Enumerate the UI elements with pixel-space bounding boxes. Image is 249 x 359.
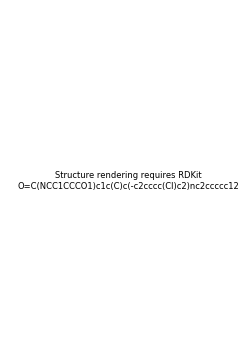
Text: Structure rendering requires RDKit
O=C(NCC1CCCO1)c1c(C)c(-c2cccc(Cl)c2)nc2ccccc1: Structure rendering requires RDKit O=C(N…: [17, 171, 239, 191]
